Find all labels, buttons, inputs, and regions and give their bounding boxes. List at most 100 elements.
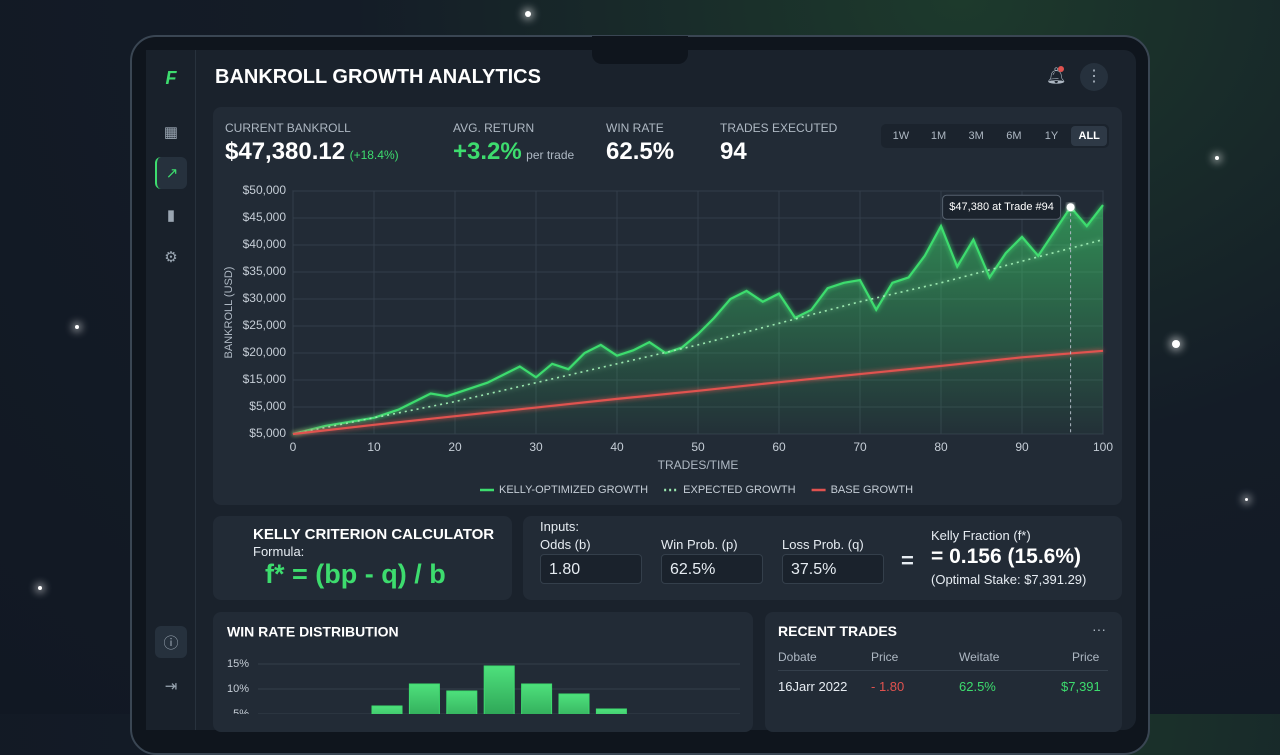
notification-bell[interactable]: 🔔︎ (1046, 66, 1067, 85)
legend-label: BASE GROWTH (831, 484, 914, 496)
series-line (292, 349, 1104, 436)
distribution-title: WIN RATE DISTRIBUTION (227, 624, 399, 640)
trades-title: RECENT TRADES (778, 623, 898, 639)
range-button[interactable]: ALL (1071, 126, 1108, 146)
calculator-title: KELLY CRITERION CALCULATOR (253, 526, 495, 543)
star (1215, 156, 1219, 160)
y-tick-label: $15,000 (243, 372, 287, 386)
stat: +3.2% per trade (453, 138, 574, 166)
star (1245, 498, 1248, 501)
tooltip-box (942, 194, 1062, 220)
growth-icon[interactable]: ↗ (155, 157, 187, 189)
page-title: BANKROLL GROWTH ANALYTICS (215, 66, 541, 88)
input-label: Odds (b) (540, 537, 591, 552)
stat-value: 94 (720, 138, 747, 165)
bar (371, 705, 403, 714)
star (1172, 340, 1180, 348)
dashboard-icon[interactable]: ▦ (163, 124, 179, 141)
y-tick-label: $20,000 (243, 345, 287, 359)
trade-cell: - 1.80 (871, 679, 905, 694)
x-tick-label: 90 (1015, 440, 1029, 454)
bar (446, 690, 478, 714)
bar (483, 665, 515, 714)
x-tick-label: 100 (1093, 440, 1113, 454)
camera-notch (592, 36, 688, 64)
input-label: Loss Prob. (q) (782, 537, 864, 552)
distribution-card (213, 612, 753, 732)
y-tick-label: $45,000 (243, 210, 287, 224)
tooltip-text: $47,380 at Trade #94 (949, 201, 1054, 213)
trades-menu[interactable]: ··· (1092, 621, 1106, 637)
x-axis-label: TRADES/TIME (658, 458, 739, 472)
x-tick-label: 0 (290, 440, 297, 454)
x-tick-label: 80 (934, 440, 948, 454)
stat-note: per trade (526, 148, 575, 162)
input-field[interactable]: 37.5% (782, 554, 884, 584)
stat-label: AVG. RETURN (453, 121, 535, 135)
y-tick-label: $40,000 (243, 237, 287, 251)
x-tick-label: 30 (529, 440, 543, 454)
bar (521, 683, 553, 714)
range-button[interactable]: 3M (968, 130, 984, 142)
trades-card (765, 612, 1122, 732)
settings-icon[interactable]: ⚙ (164, 249, 178, 266)
charts: WIN RATE DISTRIBUTION $50,000 $45,000 $40,… (223, 183, 1113, 714)
formula-card (213, 516, 512, 600)
x-tick-label: 50 (691, 440, 705, 454)
result: = 0.156 (15.6%) (931, 545, 1082, 568)
bar (408, 683, 440, 714)
y-tick-label: $5,000 (249, 426, 286, 440)
x-tick-label: 40 (610, 440, 624, 454)
column-header: Weitate (959, 650, 1000, 664)
info-icon[interactable]: ⓘ (155, 626, 187, 658)
range-button[interactable]: 1Y (1044, 130, 1059, 142)
x-tick-label: 20 (448, 440, 462, 454)
area (293, 205, 1103, 434)
x-tick-label: 60 (772, 440, 786, 454)
y-axis-label: BANKROLL (USD) (223, 267, 235, 359)
y-tick-label: $30,000 (243, 291, 287, 305)
logo: F (165, 67, 177, 88)
star (38, 586, 42, 590)
formula-label: Formula: (253, 544, 305, 559)
stat-value: 62.5% (606, 138, 675, 165)
series-line (292, 204, 1104, 436)
y-tick-label: 15% (227, 658, 249, 670)
result-label: Kelly Fraction (f*) (931, 528, 1031, 543)
inputs-label: Inputs: (540, 519, 580, 534)
stat-note: (+18.4%) (349, 148, 399, 162)
formula: f* = (bp - q) / b (265, 559, 446, 589)
stats-icon[interactable]: ▮ (166, 207, 176, 224)
menu-button[interactable]: ⋮ (1080, 63, 1108, 91)
column-header: Price (871, 650, 899, 664)
stat-label: WIN RATE (606, 121, 664, 135)
legend-label: KELLY-OPTIMIZED GROWTH (499, 484, 648, 496)
column-header: Dobate (778, 650, 817, 664)
bar (595, 708, 627, 714)
range-selector: 1W 1M 3M 6M 1Y ALL (881, 124, 1109, 148)
input-field[interactable]: 1.80 (540, 554, 642, 584)
column-header: Price (1072, 650, 1100, 664)
logout-icon[interactable]: ⇥ (164, 678, 178, 695)
stat: $47,380.12 (+18.4%) (225, 138, 399, 166)
y-tick-label: $25,000 (243, 318, 287, 332)
x-tick-label: 70 (853, 440, 867, 454)
stat-label: CURRENT BANKROLL (225, 121, 351, 135)
legend-label: EXPECTED GROWTH (683, 484, 796, 496)
range-button[interactable]: 1M (930, 130, 947, 142)
bar (558, 693, 590, 714)
stat-value: +3.2% (453, 138, 522, 165)
input-field[interactable]: 62.5% (661, 554, 763, 584)
trade-cell: 16Jarr 2022 (778, 679, 848, 694)
series-line (292, 238, 1104, 435)
x-tick-label: 10 (367, 440, 381, 454)
range-button[interactable]: 6M (1006, 130, 1022, 142)
range-button[interactable]: 1W (892, 130, 910, 142)
equals-sign: = (901, 548, 914, 573)
y-tick-label: $50,000 (243, 183, 287, 197)
y-tick-label: 10% (227, 683, 249, 695)
y-tick-label: $5,000 (249, 399, 286, 413)
result-note: (Optimal Stake: $7,391.29) (931, 572, 1087, 587)
y-tick-label: 5% (233, 708, 249, 714)
